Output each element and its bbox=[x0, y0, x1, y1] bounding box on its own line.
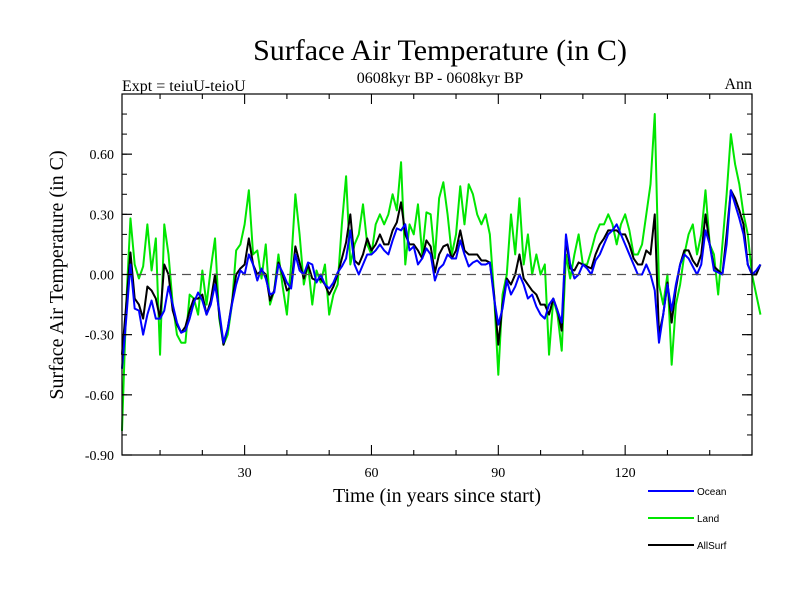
y-tick-label: -0.60 bbox=[85, 389, 114, 404]
season-label: Ann bbox=[724, 76, 752, 93]
legend-label-land: Land bbox=[697, 514, 719, 525]
y-tick-label: 0.60 bbox=[90, 148, 115, 163]
x-tick-label: 90 bbox=[491, 466, 505, 481]
series-line-ocean bbox=[121, 189, 762, 369]
x-tick-label: 120 bbox=[615, 466, 636, 481]
legend: Ocean Land AllSurf bbox=[648, 487, 727, 552]
x-tick-label: 30 bbox=[238, 466, 252, 481]
legend-label-ocean: Ocean bbox=[697, 487, 726, 498]
y-tick-label: 0.00 bbox=[90, 269, 115, 284]
y-axis-label: Surface Air Temperature (in C) bbox=[46, 150, 68, 399]
y-tick-label: -0.90 bbox=[85, 449, 114, 464]
experiment-label: Expt = teiuU-teioU bbox=[122, 78, 246, 95]
y-tick-label: 0.30 bbox=[90, 208, 115, 223]
axis-ticks: -0.90 -0.60 -0.30 0.00 0.30 0.60 30 60 90 120 bbox=[85, 93, 753, 481]
legend-label-allsurf: AllSurf bbox=[697, 541, 727, 552]
y-tick-label: -0.30 bbox=[85, 329, 114, 344]
chart-title: Surface Air Temperature (in C) bbox=[253, 34, 627, 67]
series-line-land bbox=[121, 113, 762, 431]
chart-subtitle: 0608kyr BP - 0608kyr BP bbox=[357, 70, 524, 87]
x-axis-label: Time (in years since start) bbox=[333, 485, 541, 507]
series-layer bbox=[121, 113, 762, 431]
x-tick-label: 60 bbox=[364, 466, 378, 481]
